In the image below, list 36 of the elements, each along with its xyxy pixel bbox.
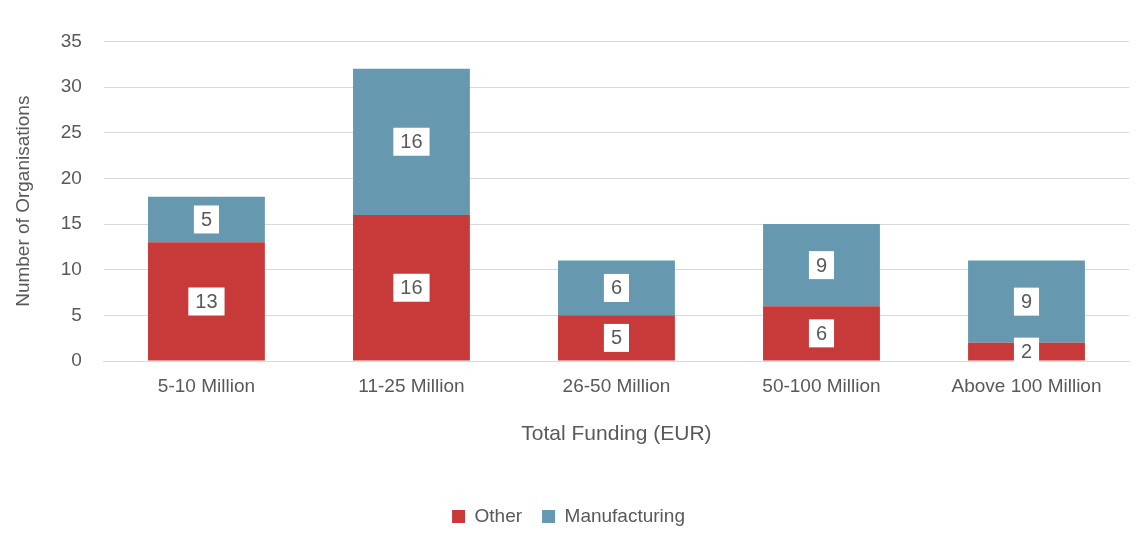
data-label: 16 [400,130,423,153]
y-tick-label: 15 [60,212,82,234]
x-tick-label: Above 100 Million [951,374,1102,396]
bar [148,196,265,243]
x-tick-label: 26-50 Million [562,374,671,396]
y-tick-label: 20 [60,166,82,188]
x-tick-label: 50-100 Million [762,374,881,396]
y-tick-label: 5 [71,303,82,325]
data-label: 9 [1020,290,1033,313]
y-tick-label: 0 [71,349,82,371]
bar [353,68,470,215]
data-label: 16 [400,276,423,299]
y-tick-label: 10 [60,257,82,279]
bar [763,224,880,307]
bar [148,242,265,361]
data-label: 5 [610,326,623,349]
y-tick-label: 30 [60,75,82,97]
legend-label: Manufacturing [564,504,685,526]
x-axis-title: Total Funding (EUR) [521,421,712,445]
data-label: 5 [200,207,212,230]
y-axis-title: Number of Organisations [11,95,33,307]
bar [968,260,1085,343]
y-tick-label: 25 [60,120,82,142]
bar [558,315,675,361]
bar [558,260,675,316]
bar [763,306,880,361]
data-label: 13 [195,289,218,312]
bar [353,214,470,361]
data-label: 6 [815,321,828,344]
legend-label: Other [474,504,523,526]
data-label: 6 [610,276,623,299]
data-label: 2 [1020,340,1033,363]
data-label: 9 [815,253,828,276]
x-tick-label: 5-10 Million [157,374,256,396]
x-tick-label: 11-25 Million [358,374,465,396]
y-tick-label: 35 [60,29,82,51]
